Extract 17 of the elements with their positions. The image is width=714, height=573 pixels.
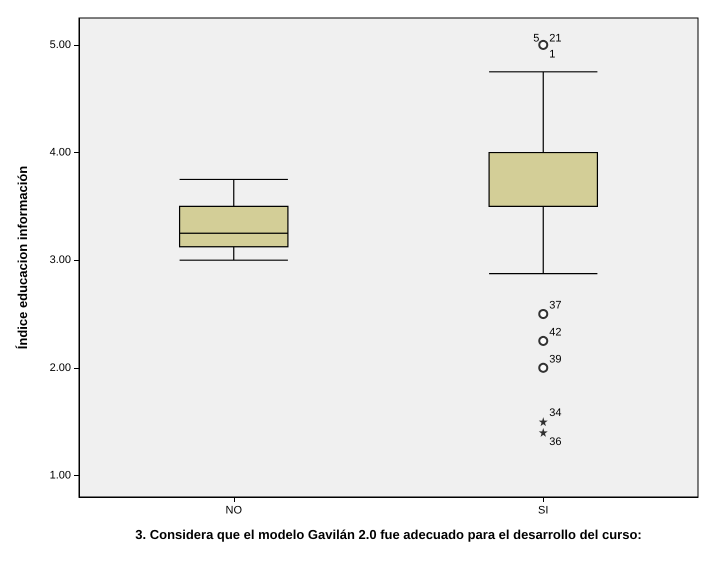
x-tick-label: NO: [226, 504, 242, 516]
x-tick-label: SI: [538, 504, 548, 516]
annotation: 37: [549, 300, 562, 312]
annotation: 5: [533, 32, 540, 44]
x-axis-title: 3. Considera que el modelo Gavilán 2.0 fue adecuado para el desarrollo del curso:: [135, 527, 642, 542]
y-tick-label: 3.00: [50, 254, 71, 266]
y-tick-label: 2.00: [50, 362, 71, 374]
y-axis-title: Índice educacion información: [15, 166, 30, 350]
annotation: 1: [549, 48, 556, 60]
y-tick-label: 5.00: [50, 38, 71, 51]
annotation: 34: [549, 407, 562, 420]
annotation: 21: [549, 32, 562, 44]
annotation: 39: [549, 353, 562, 366]
y-tick-label: 4.00: [50, 146, 71, 159]
y-tick-label: 1.00: [50, 469, 71, 482]
annotation: 42: [549, 326, 562, 338]
annotation: 36: [549, 436, 562, 448]
